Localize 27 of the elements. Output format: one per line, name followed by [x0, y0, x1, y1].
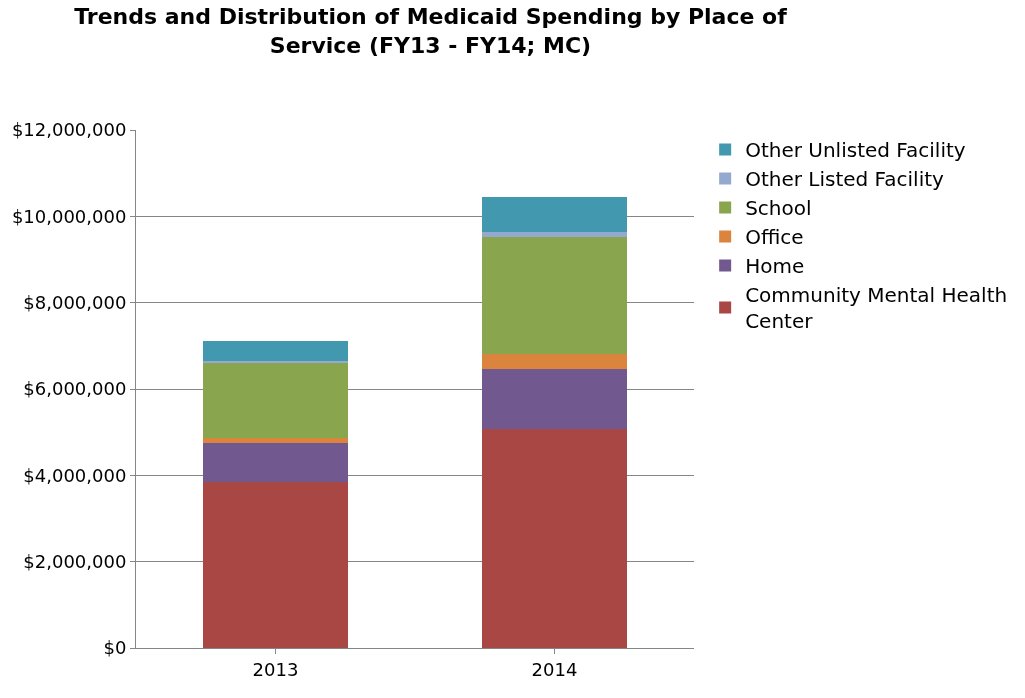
y-tick-label: $10,000,000 — [11, 205, 127, 227]
bar — [481, 429, 628, 648]
y-tick-label: $6,000,000 — [23, 378, 127, 400]
bar — [481, 231, 628, 237]
bar — [202, 340, 349, 361]
legend-label: Office — [745, 225, 804, 250]
legend-label: Community Mental Health Center — [745, 283, 1008, 334]
bar — [202, 363, 349, 439]
legend-label: School — [745, 196, 812, 221]
y-tick-label: $0 — [103, 637, 127, 659]
y-tick-label: $2,000,000 — [23, 550, 127, 572]
y-tick-label: $8,000,000 — [23, 291, 127, 313]
bar — [202, 438, 349, 443]
y-tick-label: $12,000,000 — [11, 119, 127, 141]
x-tick-label: 2013 — [252, 658, 299, 680]
chart-title: Trends and Distribution of Medicaid Spending by Place of Service (FY13 - FY14; MC) — [74, 4, 788, 59]
y-tick-label: $4,000,000 — [23, 464, 127, 486]
x-tick-label: 2014 — [531, 658, 578, 680]
legend-label: Other Unlisted Facility — [745, 138, 966, 163]
bar — [481, 197, 628, 232]
bar — [202, 442, 349, 482]
bar — [481, 368, 628, 430]
legend-label: Home — [745, 254, 805, 279]
bar — [202, 481, 349, 648]
bar — [481, 353, 628, 369]
bar — [481, 236, 628, 354]
legend-label: Other Listed Facility — [745, 167, 945, 192]
